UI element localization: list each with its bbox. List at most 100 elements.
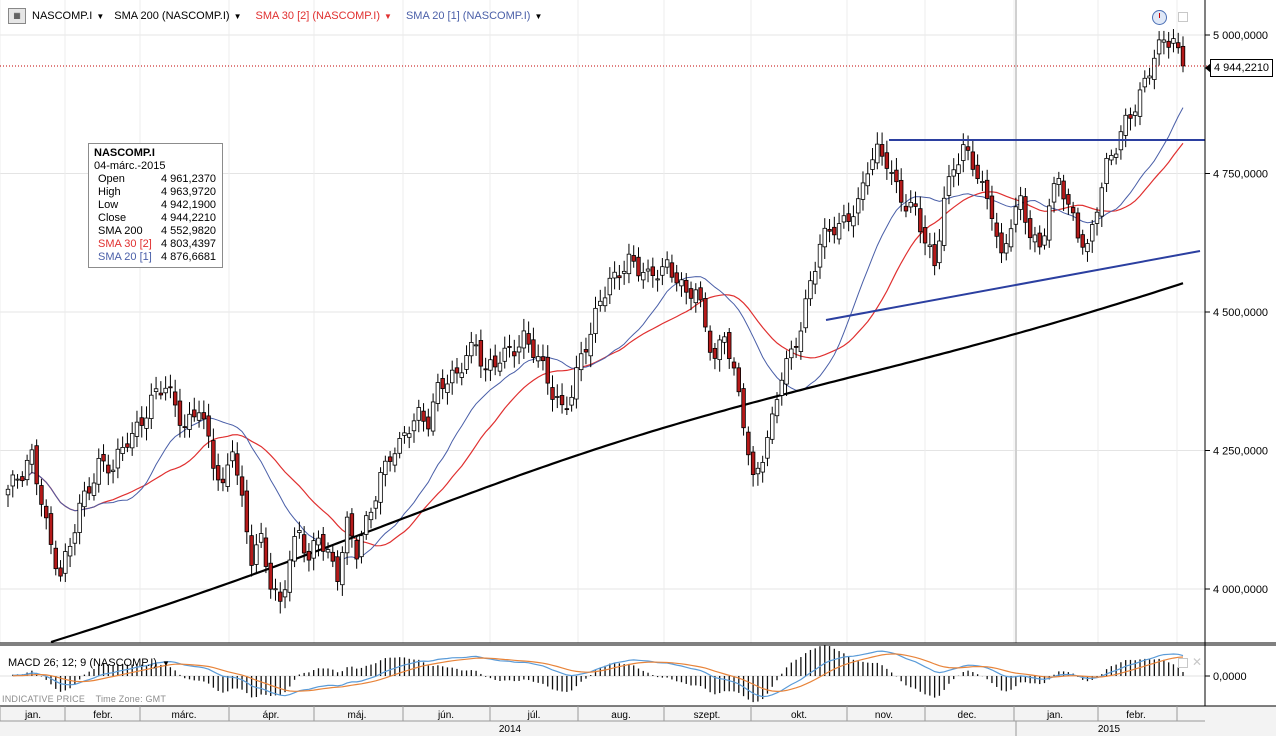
restore-icon[interactable] [1178, 12, 1188, 22]
macd-selector[interactable]: MACD 26; 12; 9 (NASCOMP.I) ▼ [8, 657, 170, 669]
legend-value: 4 963,9720 [161, 186, 217, 198]
candle-body [531, 339, 536, 358]
candle-body [1080, 234, 1085, 248]
candle-body [555, 396, 560, 398]
sma200-selector[interactable]: SMA 200 (NASCOMP.I) ▼ [114, 10, 241, 22]
candle-body [717, 339, 722, 361]
candle-body [1161, 39, 1167, 43]
chevron-down-icon: ▼ [534, 11, 543, 21]
candle-body [961, 144, 966, 161]
candle-body [798, 330, 804, 352]
candle-body [946, 176, 952, 196]
candle-body [349, 513, 355, 537]
legend-label: SMA 20 [1] [98, 251, 152, 263]
candle-body [793, 346, 799, 348]
candle-body [325, 549, 331, 553]
candle-body [502, 347, 507, 362]
candle-body [741, 388, 746, 429]
candle-body [684, 279, 689, 293]
chart-toolbar: ▦ NASCOMP.I ▼ SMA 200 (NASCOMP.I) ▼ SMA … [0, 0, 1205, 32]
candlestick-series [5, 29, 1186, 614]
moving-averages [21, 107, 1184, 644]
legend-row-low: Low 4 942,1900 [89, 199, 222, 212]
candle-body [469, 342, 474, 357]
candle-body [965, 146, 971, 151]
legend-label: SMA 200 [98, 225, 143, 237]
restore-icon[interactable] [1178, 658, 1188, 668]
candle-body [454, 367, 460, 374]
clock-icon[interactable] [1152, 10, 1167, 25]
candle-body [278, 591, 283, 602]
candle-body [211, 440, 216, 469]
candle-body [631, 255, 636, 262]
candle-body [559, 395, 565, 406]
candle-body [153, 388, 159, 392]
candle-body [813, 271, 818, 285]
candle-body [641, 272, 646, 281]
candle-body [989, 195, 995, 219]
candle-body [760, 462, 765, 473]
candle-body [373, 500, 378, 509]
candle-body [1180, 45, 1186, 67]
candle-body [10, 474, 15, 487]
legend-label: Open [98, 173, 125, 185]
candle-body [421, 410, 426, 422]
candle-body [1013, 206, 1019, 225]
candle-body [473, 344, 479, 347]
candle-body [722, 336, 727, 343]
candle-body [311, 540, 316, 559]
candle-body [1156, 39, 1162, 55]
month-label: ápr. [263, 710, 280, 721]
close-icon[interactable]: ✕ [1192, 655, 1203, 669]
symbol-label: NASCOMP.I [32, 10, 93, 22]
candle-body [77, 502, 82, 533]
candle-body [918, 208, 923, 233]
y-tick-label: 4 250,0000 [1213, 446, 1268, 458]
candle-body [860, 182, 866, 200]
candle-body [134, 421, 140, 437]
footer-note: INDICATIVE PRICE Time Zone: GMT [2, 694, 174, 704]
legend-row-sma20: SMA 20 [1] 4 876,6681 [89, 251, 222, 264]
candle-body [115, 448, 121, 469]
candle-body [1008, 228, 1014, 248]
candle-body [254, 544, 259, 565]
grid-menu-icon[interactable]: ▦ [8, 8, 26, 24]
candle-body [1042, 235, 1047, 246]
candle-body [526, 333, 531, 345]
candle-body [1104, 157, 1109, 185]
candle-body [430, 401, 436, 432]
symbol-selector[interactable]: NASCOMP.I ▼ [32, 10, 104, 22]
candle-body [1023, 196, 1028, 223]
candle-body [951, 169, 956, 177]
candle-body [497, 362, 503, 372]
candle-body [789, 348, 794, 359]
macd-panel [0, 642, 1276, 705]
sma200-line [50, 282, 1184, 644]
candle-body [235, 453, 240, 476]
sma30-selector[interactable]: SMA 30 [2] (NASCOMP.I) ▼ [256, 10, 392, 22]
month-label: júl. [527, 710, 541, 721]
candle-body [636, 256, 641, 277]
candle-body [492, 355, 498, 368]
candle-body [488, 359, 493, 371]
candle-body [58, 567, 63, 577]
candle-body [1075, 212, 1081, 239]
candle-body [908, 201, 913, 208]
legend-date: 04-márc.-2015 [94, 160, 166, 172]
month-label: máj. [348, 710, 367, 721]
candle-body [1109, 155, 1114, 161]
candle-body [1004, 243, 1009, 254]
candle-body [693, 289, 699, 304]
candle-body [72, 532, 78, 544]
candle-body [1070, 207, 1076, 214]
candle-body [980, 181, 985, 183]
candle-body [20, 476, 25, 482]
candle-body [927, 244, 933, 247]
candle-body [602, 297, 608, 307]
candle-body [168, 386, 173, 389]
candle-body [540, 356, 546, 362]
support-trendline [825, 250, 1201, 321]
candle-body [82, 490, 87, 508]
sma20-selector[interactable]: SMA 20 [1] (NASCOMP.I) ▼ [406, 10, 542, 22]
candle-body [120, 447, 125, 454]
